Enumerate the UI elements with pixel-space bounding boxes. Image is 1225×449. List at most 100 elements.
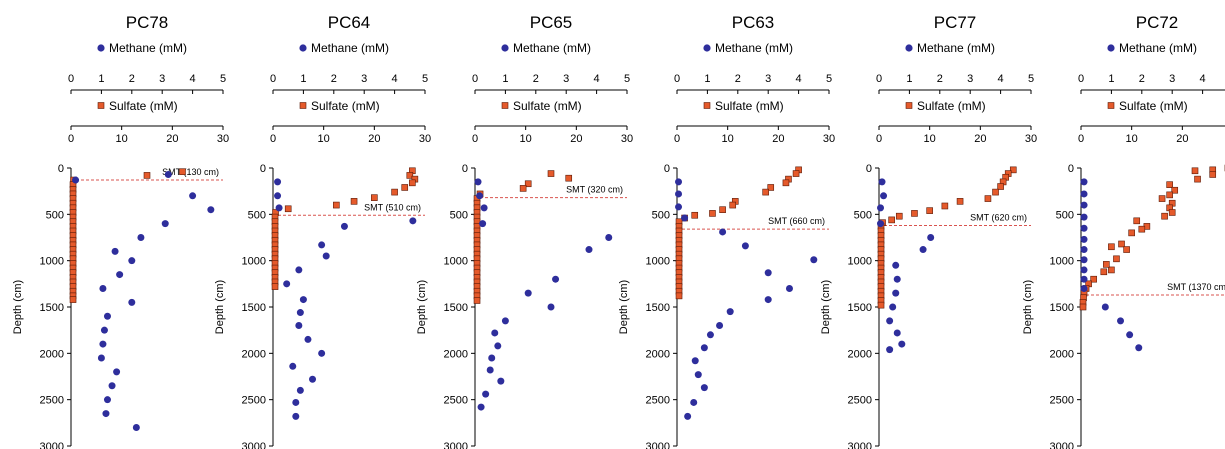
methane-point	[919, 246, 927, 254]
depth-tick-label: 500	[854, 209, 872, 221]
chart-title: PC78	[126, 13, 169, 32]
methane-point	[322, 252, 330, 260]
depth-tick-label: 2500	[444, 395, 468, 407]
methane-tick-label: 0	[1078, 73, 1084, 85]
sulfate-point	[1118, 240, 1125, 248]
methane-tick-label: 1	[98, 73, 104, 85]
sulfate-tick-label: 10	[520, 133, 532, 145]
methane-tick-label: 5	[1028, 73, 1034, 85]
smt-label: SMT (130 cm)	[162, 167, 219, 177]
smt-label: SMT (620 cm)	[970, 212, 1027, 222]
methane-point	[605, 234, 613, 241]
sulfate-legend-label: Sulfate (mM)	[1119, 99, 1188, 113]
methane-point	[289, 362, 297, 370]
methane-point	[501, 317, 509, 325]
methane-point	[488, 354, 496, 362]
sulfate-point	[1194, 175, 1201, 183]
methane-point	[318, 349, 326, 357]
methane-tick-label: 5	[826, 73, 832, 85]
methane-legend-label: Methane (mM)	[1119, 41, 1197, 55]
methane-legend-marker	[501, 44, 509, 52]
sulfate-tick-label: 30	[621, 133, 633, 145]
methane-point	[706, 331, 714, 339]
depth-tick-label: 1000	[1050, 256, 1074, 268]
panel-pc63: PC63 Methane (mM) 0 1 2 3 4 5 Sulfate (mM) 0 10 20 3…	[618, 13, 835, 449]
methane-point	[719, 228, 727, 236]
sulfate-point	[565, 174, 573, 182]
methane-point	[100, 326, 108, 334]
methane-point	[889, 303, 897, 311]
methane-point	[1080, 213, 1088, 221]
sulfate-legend-label: Sulfate (mM)	[109, 99, 178, 113]
sulfate-point	[729, 201, 737, 209]
chart-title: PC63	[732, 13, 775, 32]
methane-point	[108, 382, 116, 390]
methane-point	[296, 386, 304, 394]
depth-tick-label: 2000	[40, 348, 64, 360]
methane-point	[189, 192, 197, 200]
chart-title: PC64	[328, 13, 371, 32]
depth-tick-label: 2500	[1050, 395, 1074, 407]
chart-title: PC77	[934, 13, 977, 32]
methane-point	[700, 344, 708, 352]
methane-point	[72, 176, 80, 184]
depth-tick-label: 0	[664, 163, 670, 175]
depth-tick-label: 0	[866, 163, 872, 175]
methane-tick-label: 4	[998, 73, 1004, 85]
methane-tick-label: 1	[1108, 73, 1114, 85]
sulfate-point	[719, 206, 726, 213]
sulfate-point	[1138, 225, 1146, 233]
sulfate-point	[1103, 261, 1110, 268]
sulfate-point	[956, 198, 964, 205]
methane-point	[479, 220, 487, 228]
sulfate-point	[792, 170, 800, 177]
smt-label: SMT (320 cm)	[566, 185, 623, 195]
sulfate-tick-label: 30	[823, 133, 835, 145]
methane-point	[161, 220, 169, 228]
methane-legend-label: Methane (mM)	[513, 41, 591, 55]
chart-title: PC72	[1136, 13, 1179, 32]
sulfate-point	[1113, 255, 1120, 263]
sulfate-point	[1108, 243, 1115, 251]
methane-point	[207, 206, 215, 214]
depth-tick-label: 1000	[242, 256, 266, 268]
depth-tick-label: 0	[58, 163, 64, 175]
methane-point	[474, 178, 482, 186]
sulfate-point	[888, 216, 895, 224]
depth-tick-label: 3000	[848, 441, 872, 449]
depth-axis-label: Depth (cm)	[618, 280, 630, 334]
sulfate-tick-label: 0	[270, 133, 276, 145]
methane-point	[726, 308, 734, 316]
methane-point	[292, 412, 300, 420]
sulfate-point	[1171, 186, 1179, 194]
methane-point	[274, 192, 282, 200]
sulfate-tick-label: 20	[772, 133, 784, 145]
sulfate-point	[1158, 195, 1166, 202]
methane-point	[1080, 275, 1088, 283]
sulfate-point	[1108, 266, 1115, 274]
methane-legend-marker	[299, 44, 307, 52]
methane-tick-label: 2	[1139, 73, 1145, 85]
depth-tick-label: 2000	[242, 348, 266, 360]
methane-point	[690, 398, 698, 406]
methane-point	[304, 335, 312, 343]
methane-point	[283, 280, 291, 288]
depth-tick-label: 2000	[444, 348, 468, 360]
depth-tick-label: 3000	[40, 441, 64, 449]
depth-tick-label: 2500	[242, 395, 266, 407]
sulfate-legend-label: Sulfate (mM)	[513, 99, 582, 113]
sulfate-point	[401, 184, 409, 191]
sulfate-point	[179, 168, 186, 176]
methane-point	[137, 234, 145, 241]
panel-pc77: PC77 Methane (mM) 0 1 2 3 4 5 Sulfate (mM) 0 10 20 3…	[820, 13, 1037, 449]
sulfate-point	[284, 205, 292, 213]
methane-point	[675, 190, 683, 198]
sulfate-tick-label: 0	[876, 133, 882, 145]
sulfate-legend-marker	[1107, 102, 1115, 109]
panel-pc64: PC64 Methane (mM) 0 1 2 3 4 5 Sulfate (mM) 0 10 20 3…	[214, 13, 431, 449]
methane-tick-label: 3	[1169, 73, 1175, 85]
sulfate-point	[333, 201, 340, 209]
methane-point	[716, 322, 724, 330]
methane-point	[497, 377, 505, 385]
methane-tick-label: 0	[270, 73, 276, 85]
